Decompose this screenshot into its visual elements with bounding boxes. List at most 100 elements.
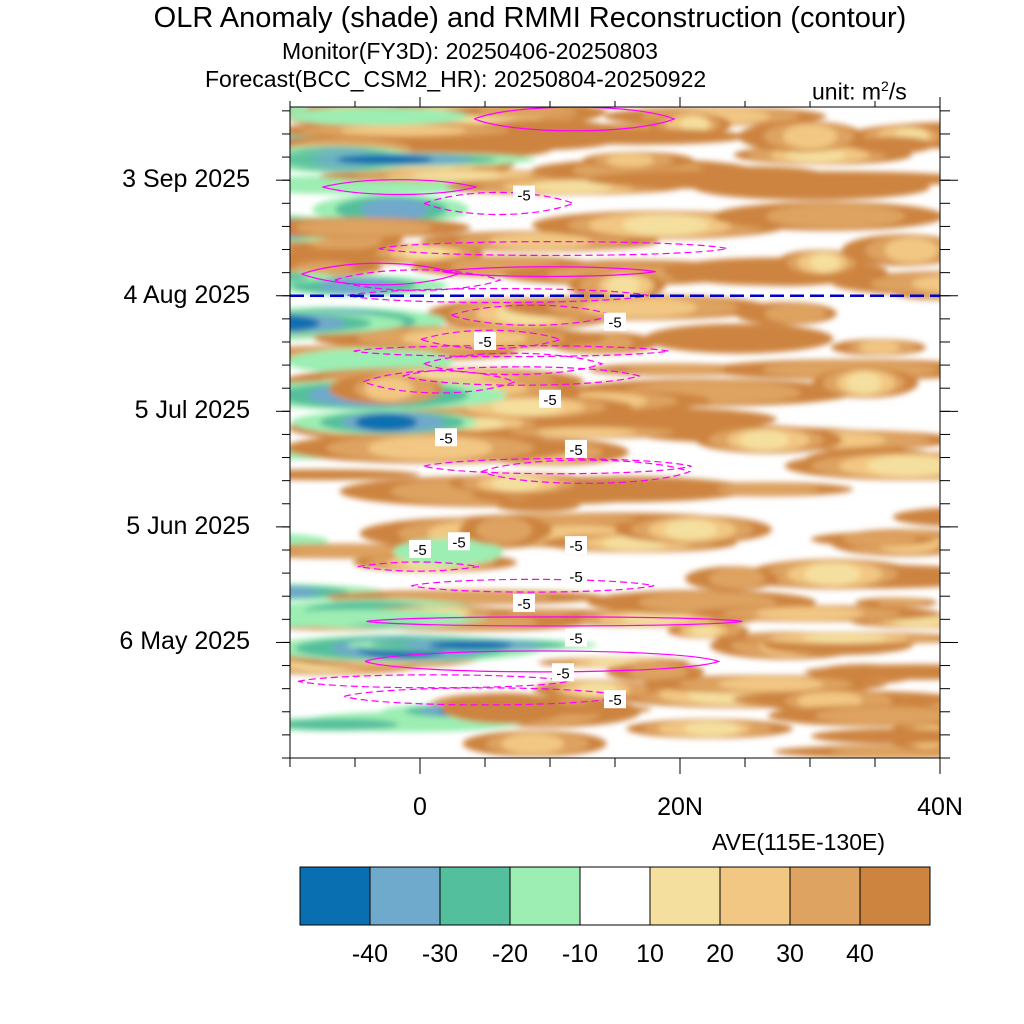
olr-anomaly-patch: [718, 677, 824, 692]
x-tick-label: 40N: [917, 793, 963, 821]
olr-anomaly-patch: [755, 607, 864, 620]
olr-anomaly-patch: [628, 663, 688, 680]
contour-label-background: [448, 532, 470, 551]
olr-anomaly-patch: [355, 413, 418, 432]
olr-anomaly-patch: [491, 475, 541, 492]
rmmi-contour-line: [474, 107, 676, 132]
contour-label: -5: [556, 665, 569, 682]
olr-anomaly-patch: [764, 303, 826, 324]
y-tick-label: 3 Sep 2025: [122, 165, 250, 194]
colorbar-swatch: [859, 866, 931, 926]
olr-anomaly-patch: [804, 563, 862, 586]
olr-anomaly-patch: [622, 214, 709, 236]
rmmi-contour-line: [442, 266, 656, 278]
olr-anomaly-patch: [290, 469, 421, 481]
rmmi-contour-line: [364, 650, 721, 673]
olr-anomaly-patch: [290, 313, 346, 333]
colorbar-level-label: -20: [491, 940, 529, 968]
y-tick-label: 6 May 2025: [119, 627, 250, 656]
contour-label-background: [552, 663, 574, 682]
colorbar-swatch: [369, 866, 441, 926]
colorbar-level-label: 10: [636, 940, 664, 968]
olr-anomaly-patch: [495, 499, 581, 512]
contour-label: -5: [608, 315, 621, 332]
rmmi-contour-line: [353, 344, 669, 358]
olr-anomaly-patch: [846, 371, 882, 395]
contour-label: -5: [439, 430, 452, 447]
chart-title: OLR Anomaly (shade) and RMMI Reconstruct…: [153, 2, 907, 34]
olr-anomaly-patch: [716, 483, 820, 496]
unit-exponent: 2: [881, 78, 889, 94]
olr-anomaly-patch: [484, 704, 652, 715]
contour-label: -5: [569, 538, 582, 555]
colorbar: [299, 866, 931, 926]
contour-label: -5: [517, 188, 530, 205]
colorbar-level-label: -40: [351, 940, 389, 968]
rmmi-contour-line: [322, 179, 477, 196]
olr-anomaly-patch: [804, 664, 940, 680]
contour-label: -5: [413, 542, 426, 559]
colorbar-swatch: [719, 866, 791, 926]
rmmi-contour-line: [423, 458, 692, 475]
contour-label: -5: [478, 334, 491, 351]
colorbar-swatch: [299, 866, 371, 926]
olr-anomaly-patch: [295, 219, 433, 237]
forecast-subtitle: Forecast(BCC_CSM2_HR): 20250804-20250922: [205, 66, 707, 92]
contour-label-background: [565, 628, 587, 647]
rmmi-contour-line: [378, 241, 728, 257]
y-tick-label: 5 Jul 2025: [134, 396, 250, 425]
rmmi-contour-line: [423, 191, 576, 216]
olr-anomaly-patch: [478, 107, 578, 117]
colorbar-swatch: [789, 866, 861, 926]
colorbar-level-label: 40: [846, 940, 874, 968]
rmmi-contour-line: [366, 616, 743, 627]
olr-anomaly-patch: [290, 272, 310, 282]
contour-label-background: [604, 690, 626, 709]
colorbar-level-label: 30: [776, 940, 804, 968]
olr-anomaly-patch: [782, 124, 837, 149]
olr-anomaly-patch: [851, 136, 935, 154]
olr-anomaly-patch: [859, 341, 901, 354]
olr-anomaly-patch: [842, 533, 917, 546]
rmmi-contour-line: [347, 287, 649, 304]
olr-anomaly-patch: [290, 314, 320, 332]
rmmi-contour-line: [411, 578, 655, 593]
olr-anomaly-patch: [290, 586, 321, 598]
y-tick-label: 4 Aug 2025: [123, 280, 250, 309]
contour-label: -5: [608, 692, 621, 709]
olr-anomaly-patch: [290, 107, 309, 113]
olr-anomaly-patch: [866, 455, 940, 477]
contour-label-background: [409, 539, 431, 558]
olr-anomaly-patch: [290, 609, 466, 624]
rmmi-contour-line: [334, 269, 502, 291]
monitor-subtitle: Monitor(FY3D): 20250406-20250803: [282, 38, 658, 64]
x-tick-label: 0: [413, 793, 427, 821]
contour-label-background: [435, 428, 457, 447]
olr-anomaly-patch: [690, 625, 719, 637]
contour-label-background: [565, 566, 587, 585]
rmmi-contour-line: [481, 459, 692, 484]
rmmi-contour-line: [363, 370, 517, 394]
rmmi-contour-line: [450, 304, 615, 326]
colorbar-swatch: [509, 866, 581, 926]
olr-anomaly-patch: [814, 706, 940, 725]
contour-label: -5: [569, 569, 582, 586]
olr-anomaly-patch: [383, 591, 551, 604]
olr-anomaly-patch: [336, 154, 433, 165]
olr-anomaly-patch: [766, 204, 906, 229]
x-axis-label: AVE(115E-130E): [712, 829, 886, 855]
olr-anomaly-patch: [684, 721, 740, 736]
olr-anomaly-patch: [680, 116, 708, 133]
contour-label-background: [604, 312, 626, 331]
olr-anomaly-patch: [607, 274, 640, 297]
olr-shading: [290, 107, 940, 758]
olr-anomaly-patch: [583, 297, 698, 318]
contour-label: -5: [569, 442, 582, 459]
olr-anomaly-patch: [532, 180, 613, 193]
colorbar-swatch: [439, 866, 511, 926]
olr-anomaly-patch: [884, 237, 938, 263]
olr-anomaly-patch: [535, 128, 748, 145]
olr-anomaly-patch: [739, 430, 789, 450]
colorbar-level-label: 20: [706, 940, 734, 968]
